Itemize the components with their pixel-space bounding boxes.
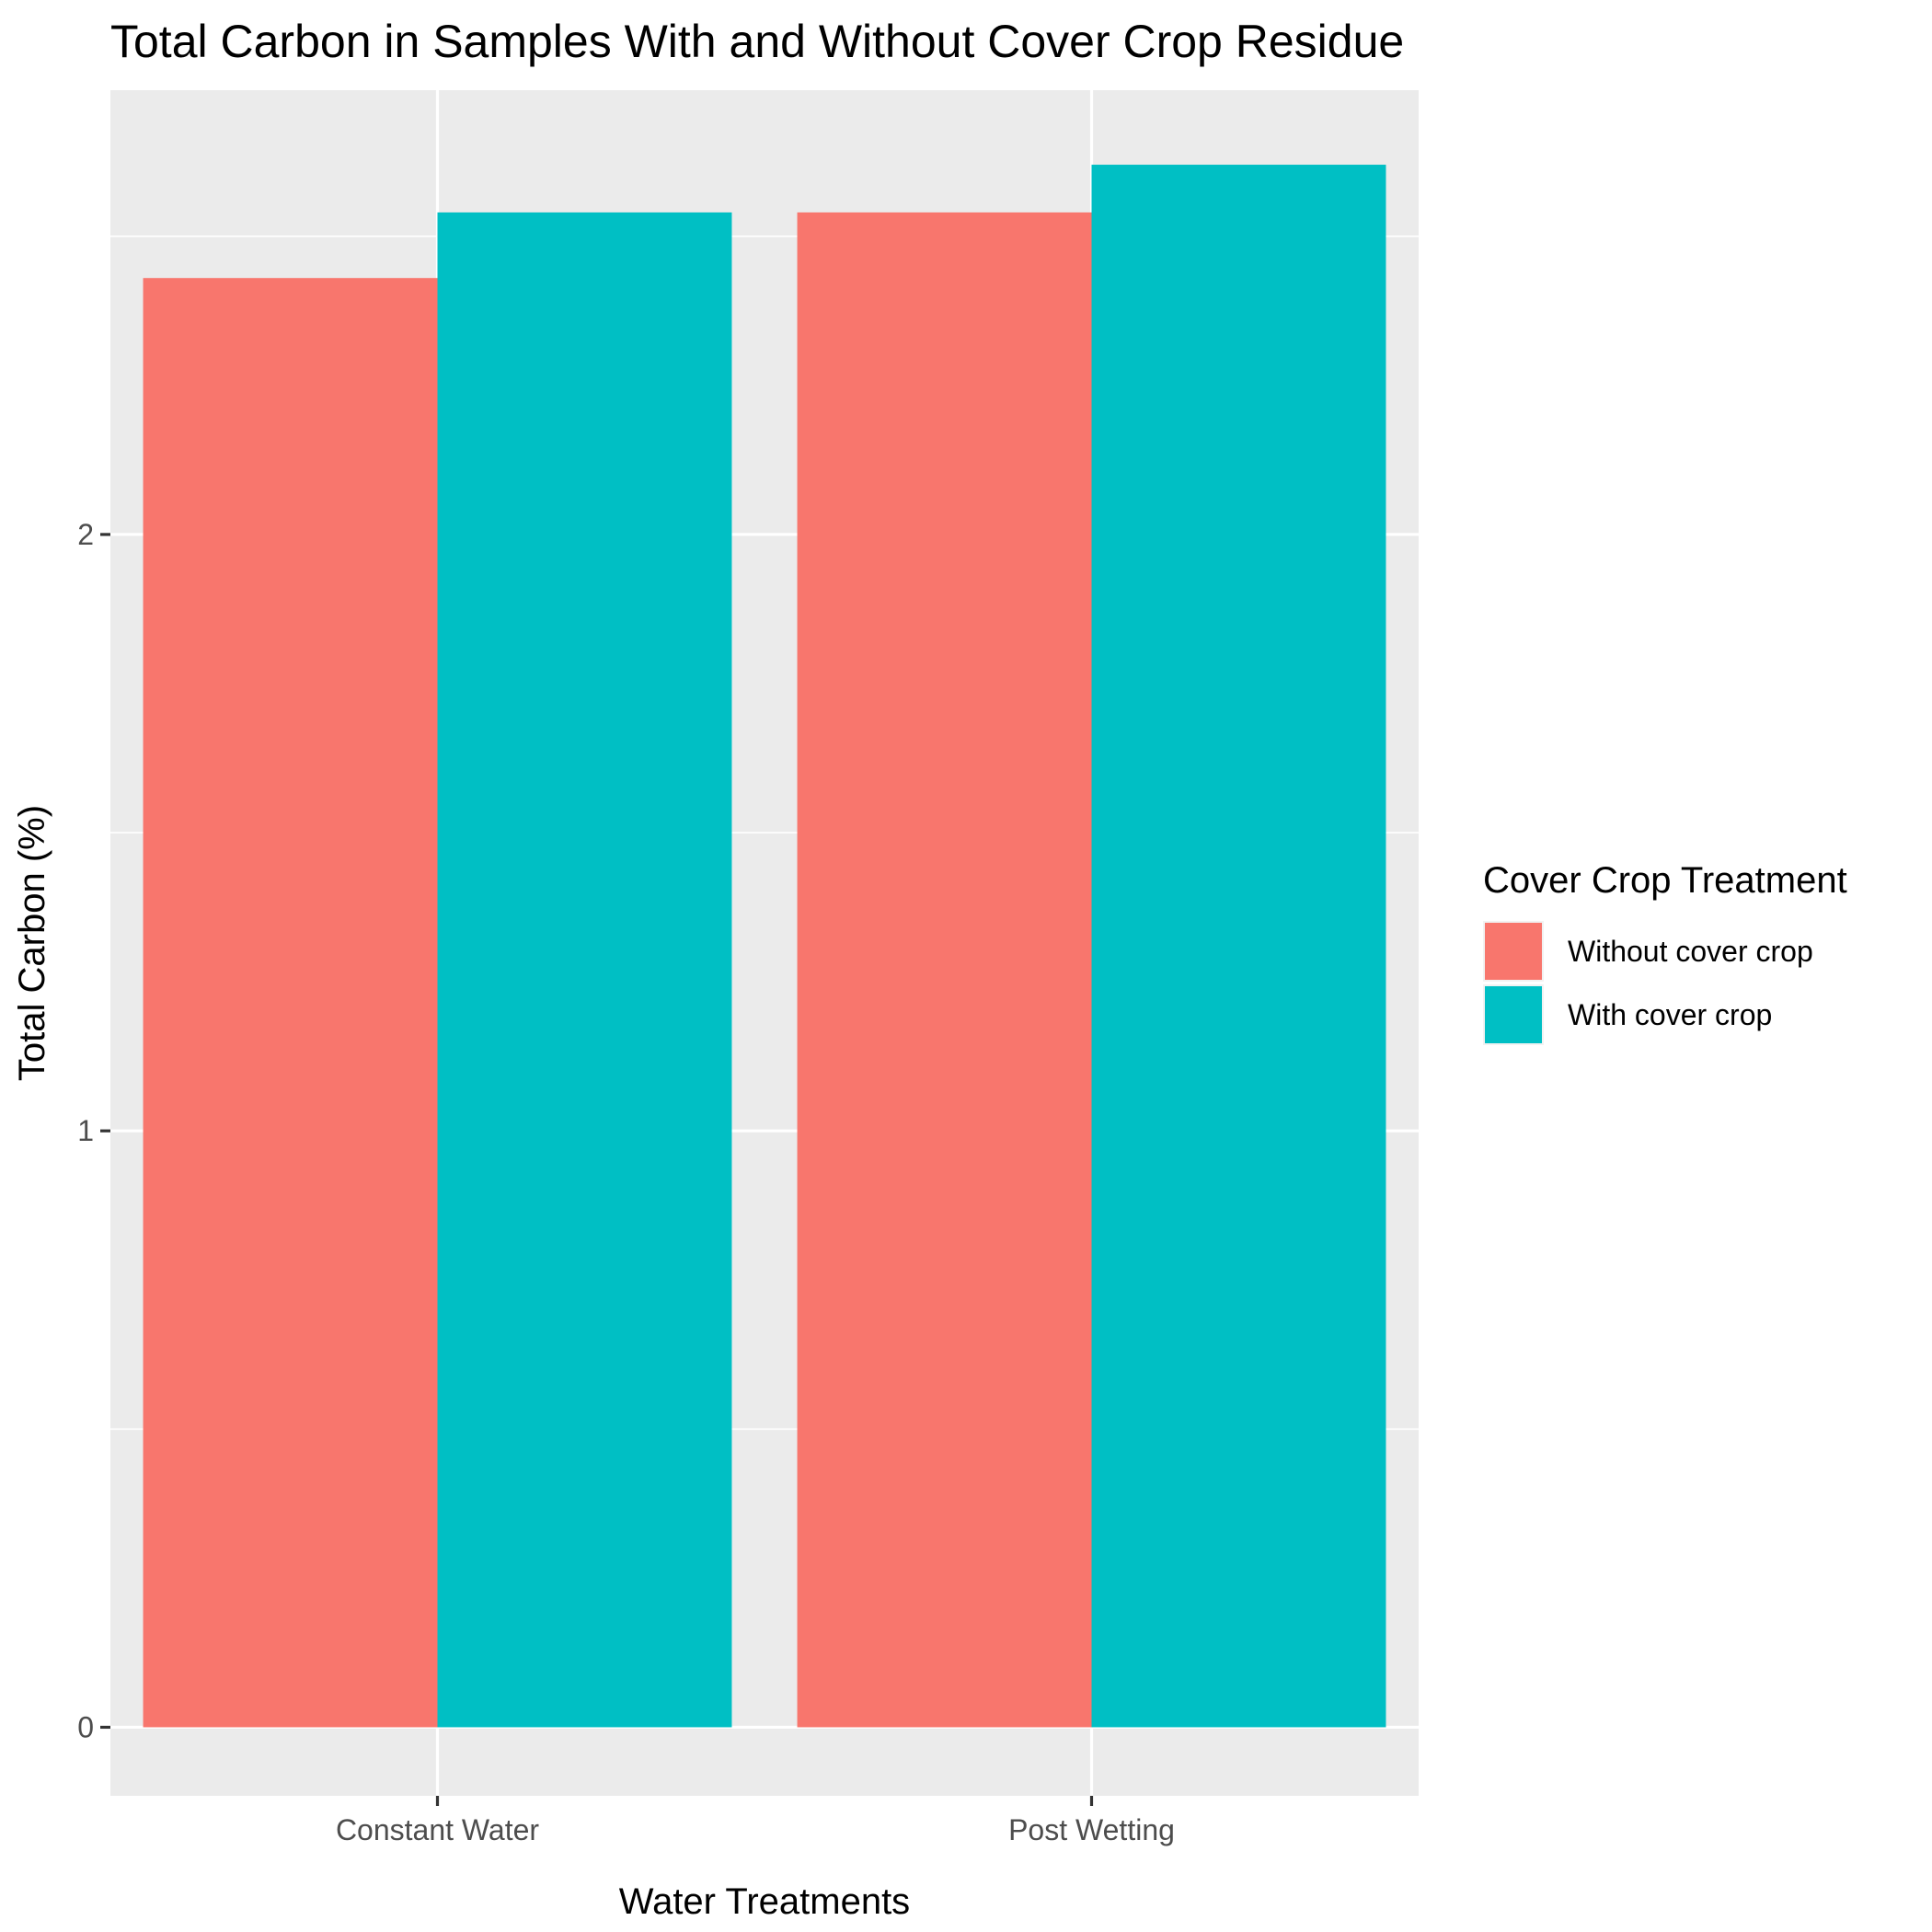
y-tick-label: 2: [77, 518, 94, 551]
axis-ticks: 0 1 2 Constant Water Post Wetting: [77, 518, 1175, 1846]
bar: [1091, 165, 1386, 1728]
y-axis-title: Total Carbon (%): [12, 805, 52, 1081]
chart-title: Total Carbon in Samples With and Without…: [110, 16, 1404, 67]
x-tick-label: Constant Water: [336, 1813, 539, 1846]
bar: [143, 278, 438, 1728]
legend: Cover Crop Treatment Without cover crop W…: [1483, 860, 1847, 1045]
y-tick-label: 1: [77, 1114, 94, 1147]
bars: [143, 165, 1386, 1728]
legend-key: [1485, 923, 1542, 980]
legend-label: With cover crop: [1568, 998, 1772, 1031]
x-tick-label: Post Wetting: [1008, 1813, 1175, 1846]
legend-title: Cover Crop Treatment: [1483, 860, 1847, 901]
y-tick-label: 0: [77, 1710, 94, 1743]
legend-key: [1485, 986, 1542, 1043]
legend-label: Without cover crop: [1568, 935, 1813, 968]
bar: [797, 212, 1092, 1728]
x-axis-title: Water Treatments: [619, 1881, 910, 1922]
bar: [437, 212, 732, 1728]
